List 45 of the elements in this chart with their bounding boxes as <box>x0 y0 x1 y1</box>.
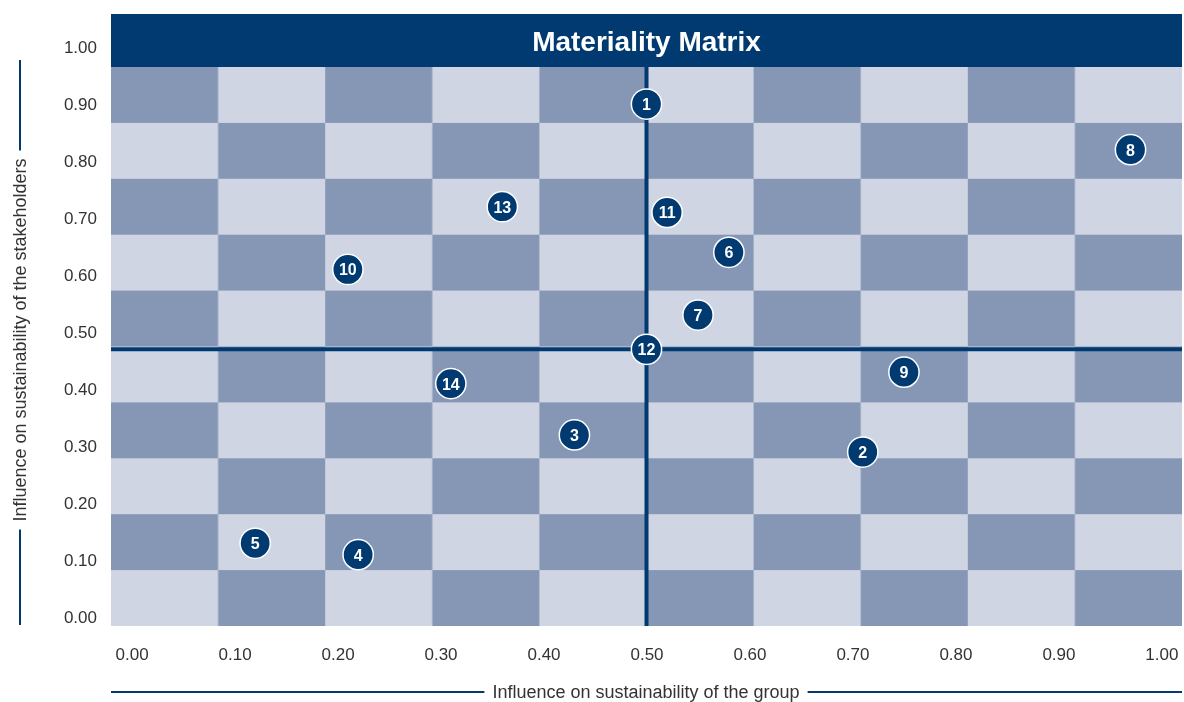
point <box>630 88 663 120</box>
annotation: 14 <box>441 375 460 393</box>
annotation: 10 <box>338 261 357 279</box>
y-tick-label: 0.70 <box>63 209 97 229</box>
x-tick-label: 0.80 <box>939 645 973 665</box>
annotation: 8 <box>1126 141 1136 159</box>
y-tick-label: 0.10 <box>63 551 97 571</box>
annotation: 7 <box>693 307 703 325</box>
annotation: 11 <box>658 204 676 222</box>
y-tick-label: 0.50 <box>63 323 97 343</box>
y-tick-label: 0.00 <box>63 608 97 628</box>
annotation: 1 <box>642 96 652 114</box>
x-tick-label: 0.50 <box>630 645 664 665</box>
x-tick-label: 0.70 <box>836 645 870 665</box>
annotation: 12 <box>637 341 656 359</box>
y-axis-title: Influence on sustainability of the stakeholders <box>10 158 30 522</box>
annotation: 6 <box>724 244 734 262</box>
point <box>713 236 745 269</box>
y-tick-label: 1.00 <box>63 37 97 57</box>
y-tick-label: 0.20 <box>63 494 97 514</box>
annotation: 4 <box>353 546 363 564</box>
x-axis-title: Influence on sustainability of the group <box>492 682 800 702</box>
x-tick-label: 0.00 <box>115 645 149 665</box>
y-tick-label: 0.90 <box>63 94 97 114</box>
annotation: 13 <box>493 198 512 216</box>
annotation: 3 <box>569 426 579 444</box>
annotation: 5 <box>250 535 260 553</box>
point <box>239 527 272 560</box>
annotation: 9 <box>899 364 909 382</box>
annotation: 2 <box>858 444 868 462</box>
x-tick-label: 0.30 <box>424 645 458 665</box>
x-tick-label: 0.10 <box>218 645 252 665</box>
x-tick-label: 1.00 <box>1145 645 1179 665</box>
x-tick-label: 0.90 <box>1042 645 1076 665</box>
x-tick-label: 0.60 <box>733 645 767 665</box>
x-tick-label: 0.20 <box>321 645 355 665</box>
x-tick-label: 0.40 <box>527 645 561 665</box>
y-tick-label: 0.60 <box>63 266 97 286</box>
y-tick-label: 0.40 <box>63 380 97 400</box>
point <box>342 538 375 571</box>
chart-title: Materiality Matrix <box>532 25 762 57</box>
y-tick-label: 0.30 <box>63 437 97 457</box>
y-tick-label: 0.80 <box>63 152 97 172</box>
point <box>682 299 714 331</box>
point <box>888 356 920 389</box>
